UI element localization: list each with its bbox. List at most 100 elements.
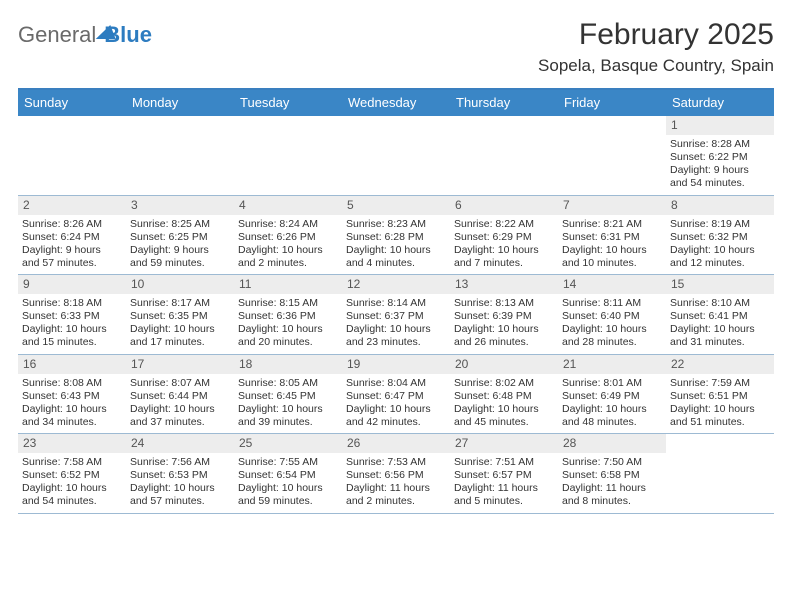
- day-info-line: Sunrise: 8:21 AM: [562, 218, 662, 231]
- day-info-line: and 48 minutes.: [562, 416, 662, 429]
- day-info-line: and 39 minutes.: [238, 416, 338, 429]
- day-info-line: Sunrise: 8:22 AM: [454, 218, 554, 231]
- day-info-line: Daylight: 10 hours: [454, 403, 554, 416]
- day-cell: 5Sunrise: 8:23 AMSunset: 6:28 PMDaylight…: [342, 196, 450, 275]
- day-number: [126, 116, 234, 134]
- day-info-line: Daylight: 10 hours: [130, 323, 230, 336]
- title-block: February 2025 Sopela, Basque Country, Sp…: [538, 18, 774, 76]
- weeks-container: 1Sunrise: 8:28 AMSunset: 6:22 PMDaylight…: [18, 116, 774, 514]
- day-info-line: Sunrise: 8:04 AM: [346, 377, 446, 390]
- day-info-line: Sunset: 6:49 PM: [562, 390, 662, 403]
- day-info-line: Daylight: 10 hours: [130, 403, 230, 416]
- day-cell: 18Sunrise: 8:05 AMSunset: 6:45 PMDayligh…: [234, 355, 342, 434]
- day-info-line: Sunset: 6:32 PM: [670, 231, 770, 244]
- day-info-line: Sunrise: 8:28 AM: [670, 138, 770, 151]
- day-number: 3: [126, 196, 234, 215]
- day-cell: 24Sunrise: 7:56 AMSunset: 6:53 PMDayligh…: [126, 434, 234, 513]
- day-info-line: Sunrise: 8:17 AM: [130, 297, 230, 310]
- day-info-line: Sunrise: 7:51 AM: [454, 456, 554, 469]
- day-info-line: Daylight: 10 hours: [562, 323, 662, 336]
- brand-part1: General: [18, 22, 96, 48]
- day-number: 14: [558, 275, 666, 294]
- day-info-line: Sunrise: 8:11 AM: [562, 297, 662, 310]
- day-info-line: and 2 minutes.: [346, 495, 446, 508]
- day-info-line: Sunset: 6:37 PM: [346, 310, 446, 323]
- day-info-line: Sunrise: 8:07 AM: [130, 377, 230, 390]
- day-cell: [18, 116, 126, 195]
- day-info-line: and 7 minutes.: [454, 257, 554, 270]
- day-cell: 25 Sunrise: 7:55 AMSunset: 6:54 PMDayligh…: [234, 434, 342, 513]
- day-info-line: Sunrise: 8:23 AM: [346, 218, 446, 231]
- day-info-line: and 57 minutes.: [22, 257, 122, 270]
- dow-wed: Wednesday: [342, 90, 450, 116]
- day-info-line: and 5 minutes.: [454, 495, 554, 508]
- day-info-line: Daylight: 10 hours: [670, 244, 770, 257]
- day-number: 10: [126, 275, 234, 294]
- week-row: 16Sunrise: 8:08 AMSunset: 6:43 PMDayligh…: [18, 355, 774, 435]
- day-info-line: Daylight: 10 hours: [670, 323, 770, 336]
- day-cell: 7Sunrise: 8:21 AMSunset: 6:31 PMDaylight…: [558, 196, 666, 275]
- day-info-line: Sunrise: 8:14 AM: [346, 297, 446, 310]
- dow-thu: Thursday: [450, 90, 558, 116]
- day-info-line: Daylight: 11 hours: [346, 482, 446, 495]
- day-cell: 11Sunrise: 8:15 AMSunset: 6:36 PMDayligh…: [234, 275, 342, 354]
- day-info-line: Sunset: 6:48 PM: [454, 390, 554, 403]
- day-info-line: Sunrise: 7:55 AM: [238, 456, 338, 469]
- day-info-line: Sunset: 6:28 PM: [346, 231, 446, 244]
- day-info-line: and 8 minutes.: [562, 495, 662, 508]
- day-info-line: Sunrise: 8:25 AM: [130, 218, 230, 231]
- day-info-line: Sunset: 6:41 PM: [670, 310, 770, 323]
- day-number: 13: [450, 275, 558, 294]
- day-info-line: and 15 minutes.: [22, 336, 122, 349]
- day-info-line: Sunset: 6:54 PM: [238, 469, 338, 482]
- day-number: 18: [234, 355, 342, 374]
- day-info-line: Sunset: 6:40 PM: [562, 310, 662, 323]
- day-info-line: Sunset: 6:56 PM: [346, 469, 446, 482]
- day-info-line: Sunrise: 7:56 AM: [130, 456, 230, 469]
- day-cell: 23Sunrise: 7:58 AMSunset: 6:52 PMDayligh…: [18, 434, 126, 513]
- day-info-line: Sunset: 6:31 PM: [562, 231, 662, 244]
- header: General Blue February 2025 Sopela, Basqu…: [18, 18, 774, 76]
- day-number: 25: [234, 434, 342, 453]
- day-info-line: and 23 minutes.: [346, 336, 446, 349]
- day-info-line: and 17 minutes.: [130, 336, 230, 349]
- day-cell: 2Sunrise: 8:26 AMSunset: 6:24 PMDaylight…: [18, 196, 126, 275]
- day-number: 21: [558, 355, 666, 374]
- day-number: [450, 116, 558, 134]
- day-info-line: Sunset: 6:25 PM: [130, 231, 230, 244]
- dow-fri: Friday: [558, 90, 666, 116]
- day-info-line: Sunrise: 8:19 AM: [670, 218, 770, 231]
- day-info-line: and 31 minutes.: [670, 336, 770, 349]
- brand-logo: General Blue: [18, 18, 152, 48]
- day-info-line: Sunset: 6:26 PM: [238, 231, 338, 244]
- day-number: 27: [450, 434, 558, 453]
- day-info-line: Daylight: 10 hours: [238, 323, 338, 336]
- day-number: 11: [234, 275, 342, 294]
- day-info-line: Daylight: 10 hours: [238, 482, 338, 495]
- week-row: 2Sunrise: 8:26 AMSunset: 6:24 PMDaylight…: [18, 196, 774, 276]
- day-info-line: Daylight: 11 hours: [454, 482, 554, 495]
- day-cell: 22Sunrise: 7:59 AMSunset: 6:51 PMDayligh…: [666, 355, 774, 434]
- day-info-line: and 51 minutes.: [670, 416, 770, 429]
- day-number: 7: [558, 196, 666, 215]
- day-number: [558, 116, 666, 134]
- day-info-line: Sunrise: 8:01 AM: [562, 377, 662, 390]
- day-number: 9: [18, 275, 126, 294]
- day-number: 15: [666, 275, 774, 294]
- day-cell: 21Sunrise: 8:01 AMSunset: 6:49 PMDayligh…: [558, 355, 666, 434]
- day-info-line: Daylight: 10 hours: [346, 323, 446, 336]
- day-info-line: Sunrise: 8:15 AM: [238, 297, 338, 310]
- day-info-line: Sunrise: 8:02 AM: [454, 377, 554, 390]
- day-info-line: Daylight: 10 hours: [454, 323, 554, 336]
- day-info-line: and 4 minutes.: [346, 257, 446, 270]
- day-info-line: Daylight: 10 hours: [670, 403, 770, 416]
- day-cell: [450, 116, 558, 195]
- day-cell: [234, 116, 342, 195]
- day-info-line: Sunrise: 8:26 AM: [22, 218, 122, 231]
- day-info-line: Daylight: 10 hours: [22, 323, 122, 336]
- day-cell: [126, 116, 234, 195]
- dow-tue: Tuesday: [234, 90, 342, 116]
- day-cell: 15Sunrise: 8:10 AMSunset: 6:41 PMDayligh…: [666, 275, 774, 354]
- day-number: 2: [18, 196, 126, 215]
- day-info-line: and 28 minutes.: [562, 336, 662, 349]
